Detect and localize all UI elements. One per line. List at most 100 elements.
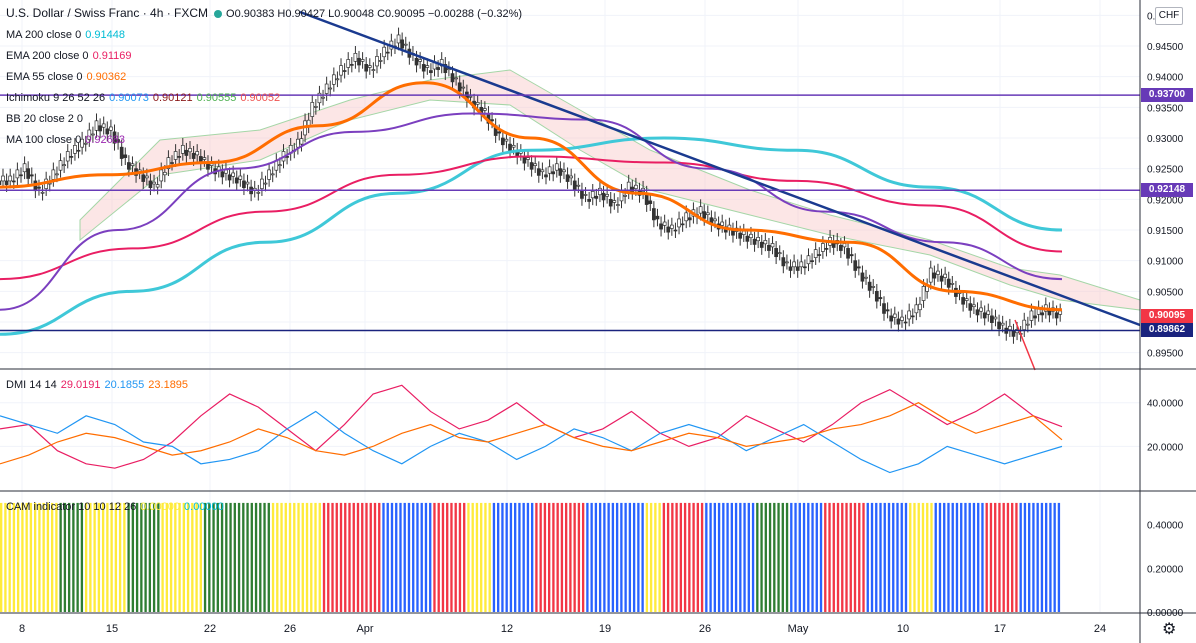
cam-bar (985, 502, 988, 612)
cam-bar (1011, 502, 1014, 612)
candle-body (803, 266, 807, 269)
candle-body (562, 169, 566, 173)
indicator-value: 0.90362 (86, 71, 127, 83)
candle-body (864, 276, 868, 279)
ohlc-readout: O0.90383 H0.90427 L0.90048 C0.90095 −0.0… (226, 8, 523, 20)
cam-bar (1045, 502, 1048, 612)
candle-body (195, 151, 200, 156)
candle-body (993, 316, 998, 320)
candle-body (785, 261, 789, 264)
candle-body (490, 119, 494, 122)
cam-bar (994, 502, 997, 612)
candle-body (982, 312, 987, 319)
candle-body (821, 243, 825, 252)
cam-bar (89, 502, 92, 612)
candle-body (425, 65, 430, 68)
cam-bar (386, 502, 389, 612)
cam-bar (276, 502, 279, 612)
candle-body (590, 191, 595, 199)
candle-body (40, 191, 45, 194)
candle-body (497, 131, 502, 134)
gear-icon[interactable]: ⚙ (1162, 621, 1177, 638)
indicator-row[interactable]: EMA 55 close 0 0.90362 (6, 70, 130, 84)
candle-body (202, 157, 207, 160)
candle-body (885, 309, 890, 312)
cam-bar (382, 502, 385, 612)
candle-body (454, 77, 458, 80)
cam-bar (237, 502, 241, 612)
cam-bar (637, 502, 640, 612)
candle-body (1033, 315, 1037, 319)
indicator-row[interactable]: MA 100 close 0 0.92683 (6, 133, 129, 147)
cam-bar (841, 502, 844, 612)
price-label: 0.93700 (1141, 88, 1193, 103)
cam-bar (938, 502, 942, 612)
cam-bar (679, 502, 683, 612)
indicator-row[interactable]: EMA 200 close 0 0.91169 (6, 49, 136, 63)
cam-bar (16, 502, 20, 612)
candle-body (55, 173, 59, 176)
cam-bar (964, 502, 967, 612)
cam-bar (760, 502, 763, 612)
indicator-row[interactable]: MA 200 close 0 0.91448 (6, 28, 129, 42)
cam-bar (148, 502, 152, 612)
candle-body (882, 303, 886, 314)
symbol-title[interactable]: U.S. Dollar / Swiss Franc · 4h · FXCM (6, 6, 209, 20)
cam-bar (603, 502, 606, 612)
indicator-row[interactable]: Ichimoku 9 26 52 26 0.90073 0.90121 0.90555… (6, 91, 284, 105)
candle-body (616, 204, 620, 206)
cam-bar (297, 502, 300, 612)
cam-bar (590, 502, 593, 612)
cam-bar (8, 502, 11, 612)
cam-bar (1006, 502, 1010, 612)
candle-body (148, 180, 153, 189)
cam-bar (853, 502, 857, 612)
candle-body (116, 139, 120, 143)
cam-bar (875, 502, 878, 612)
cam-bar (526, 502, 530, 612)
cam-bar (836, 502, 840, 612)
indicator-row[interactable]: BB 20 close 2 0 (6, 112, 87, 126)
candle-body (260, 178, 264, 189)
cam-bar (301, 502, 304, 612)
cam-bar (454, 502, 457, 612)
candle-body (1029, 310, 1034, 321)
cam-bar (824, 502, 827, 612)
candle-body (22, 163, 27, 173)
cam-bar (900, 502, 903, 612)
cam-bar (539, 502, 542, 612)
cam-bar (917, 502, 920, 612)
cam-bar (195, 502, 198, 612)
dmi-line (0, 410, 1063, 474)
cam-bar (645, 502, 649, 612)
candle-body (946, 278, 951, 288)
price-label: 0.89862 (1141, 323, 1193, 338)
candle-body (986, 310, 991, 315)
candle-body (943, 273, 947, 278)
cam-bar (118, 502, 122, 612)
downtrend-line (299, 10, 1141, 327)
currency-badge[interactable]: CHF (1155, 7, 1183, 25)
candle-body (403, 43, 408, 46)
cam-bar (751, 502, 755, 612)
candle-body (112, 131, 117, 144)
candle-body (357, 57, 361, 66)
candle-body (159, 169, 164, 182)
cam-bar (730, 502, 733, 612)
candle-body (705, 212, 710, 216)
cam-bar (492, 502, 496, 612)
cam-bar (4, 502, 7, 612)
cam-bar (756, 502, 759, 612)
cam-bar (713, 502, 717, 612)
candle-body (367, 65, 372, 68)
cam-bar (547, 502, 551, 612)
cam-bar (552, 502, 555, 612)
candle-body (1000, 322, 1005, 326)
cam-bar (866, 502, 869, 612)
candle-body (227, 174, 232, 181)
cam-bar (556, 502, 559, 612)
projection-line (1014, 319, 1036, 371)
cam-bar (46, 502, 50, 612)
cam-bar (106, 502, 109, 612)
indicator-value: 0.90052 (240, 92, 281, 104)
